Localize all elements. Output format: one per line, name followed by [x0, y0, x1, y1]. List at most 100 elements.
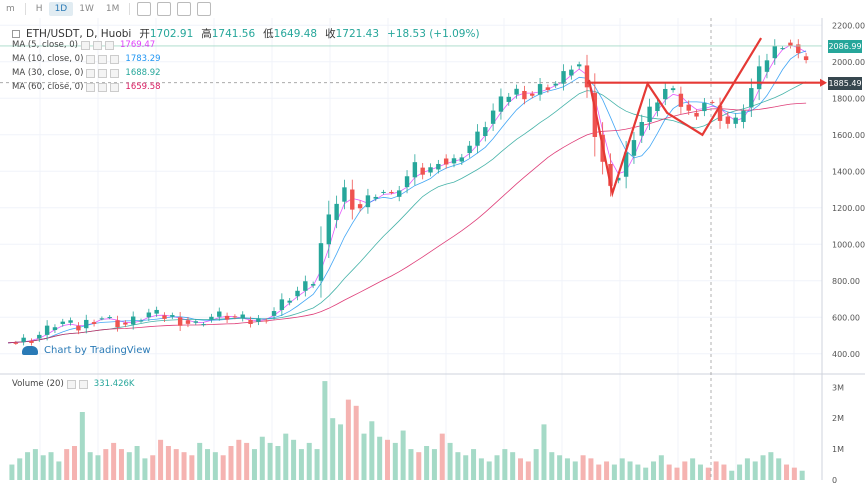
collapse-icon[interactable]	[12, 29, 20, 38]
toolbar: m H 1D 1W 1M	[0, 0, 865, 18]
candle-body	[553, 83, 558, 86]
volume-bar	[95, 455, 101, 480]
volume-bar	[142, 458, 148, 480]
candle-body	[584, 65, 590, 88]
candle-body	[506, 96, 511, 102]
candle-body	[483, 127, 488, 136]
close-icon[interactable]	[110, 68, 120, 78]
volume-tick-label: 0	[832, 476, 837, 484]
tradingview-watermark[interactable]: Chart by TradingView	[22, 345, 151, 356]
volume-bar	[541, 424, 547, 480]
indicator-legend-row: MA (30, close, 0) 1688.92	[12, 68, 161, 78]
volume-bar	[205, 449, 211, 480]
candle-body	[84, 319, 89, 329]
indicators-icon[interactable]	[157, 2, 172, 16]
candle-body	[154, 309, 159, 314]
timeframe-m[interactable]: m	[6, 4, 15, 14]
candle-body	[803, 56, 809, 61]
volume-bar	[361, 433, 367, 480]
close-icon[interactable]	[110, 54, 120, 64]
volume-bar	[486, 461, 492, 480]
indicator-value: 1659.58	[125, 82, 161, 92]
volume-value: 331.426K	[93, 379, 135, 389]
settings-icon[interactable]	[98, 68, 108, 78]
toolbar-separator	[24, 3, 26, 15]
candle-body	[764, 60, 770, 72]
volume-bar	[471, 449, 477, 480]
candle-body	[256, 318, 261, 322]
y-tick-label: 1400.00	[832, 167, 865, 176]
volume-bar	[682, 461, 688, 480]
volume-bar	[799, 470, 805, 480]
volume-bar	[291, 439, 297, 480]
volume-bar	[619, 458, 625, 480]
candle-body	[177, 317, 183, 326]
settings-icon[interactable]	[177, 2, 192, 16]
candle-body	[381, 191, 386, 193]
candle-body	[475, 131, 480, 146]
timeframe-1M[interactable]: 1M	[105, 4, 120, 14]
volume-bar	[697, 464, 703, 480]
candle-body	[459, 157, 465, 162]
settings-icon[interactable]	[98, 82, 108, 92]
candle-body	[514, 88, 519, 95]
indicator-label: MA (60, close, 0)	[12, 82, 84, 92]
volume-bar	[314, 449, 320, 480]
candle-body	[185, 320, 191, 324]
volume-bar	[791, 467, 797, 480]
close-icon[interactable]	[78, 379, 88, 389]
candle-body	[310, 284, 316, 286]
settings-icon[interactable]	[93, 40, 102, 50]
volume-bar	[463, 455, 469, 480]
open-value: 1702.91	[149, 27, 194, 40]
arrow-head	[820, 78, 827, 87]
candle-body	[326, 214, 331, 245]
volume-bar	[666, 464, 672, 480]
y-tick-label: 1800.00	[832, 94, 865, 103]
candle-body	[146, 312, 152, 318]
settings-icon[interactable]	[98, 54, 108, 64]
visibility-icon[interactable]	[86, 54, 96, 64]
candle-body	[788, 42, 793, 46]
timeframe-1W[interactable]: 1W	[79, 4, 94, 14]
volume-bar	[259, 436, 265, 480]
candle-body	[686, 104, 691, 111]
candle-body	[670, 88, 676, 91]
close-icon[interactable]	[105, 40, 114, 50]
candle-body	[655, 102, 660, 112]
candle-body	[772, 45, 777, 59]
candle-body	[694, 112, 699, 117]
candle-body	[271, 311, 277, 316]
candle-body	[412, 162, 418, 178]
visibility-icon[interactable]	[81, 40, 90, 50]
indicator-legend-row: MA (10, close, 0) 1783.29	[12, 54, 161, 64]
candle-body	[397, 190, 402, 197]
close-icon[interactable]	[110, 82, 120, 92]
volume-bar	[627, 461, 633, 480]
candle-body	[451, 158, 457, 164]
y-tick-label: 1000.00	[832, 240, 865, 249]
timeframe-H[interactable]: H	[35, 4, 43, 14]
timeframe-1D[interactable]: 1D	[48, 2, 74, 16]
candle-body	[91, 322, 97, 324]
indicator-label: MA (10, close, 0)	[12, 54, 84, 64]
candle-body	[365, 195, 371, 208]
volume-bar	[134, 446, 140, 480]
candle-body	[44, 325, 50, 335]
visibility-icon[interactable]	[86, 82, 96, 92]
volume-bar	[165, 446, 171, 480]
volume-bar	[478, 458, 484, 480]
volume-bar	[752, 461, 758, 480]
candle-body	[193, 321, 198, 323]
candle-body	[780, 48, 785, 50]
settings-icon[interactable]	[66, 379, 76, 389]
volume-bar	[32, 449, 38, 480]
screenshot-icon[interactable]	[197, 2, 212, 16]
visibility-icon[interactable]	[86, 68, 96, 78]
indicator-legend-row: MA (5, close, 0) 1769.47	[12, 40, 155, 50]
volume-tick-label: 2M	[832, 414, 844, 423]
volume-label: Volume (20)	[12, 379, 64, 389]
volume-bar	[338, 424, 344, 480]
chart-type-icon[interactable]	[137, 2, 152, 16]
